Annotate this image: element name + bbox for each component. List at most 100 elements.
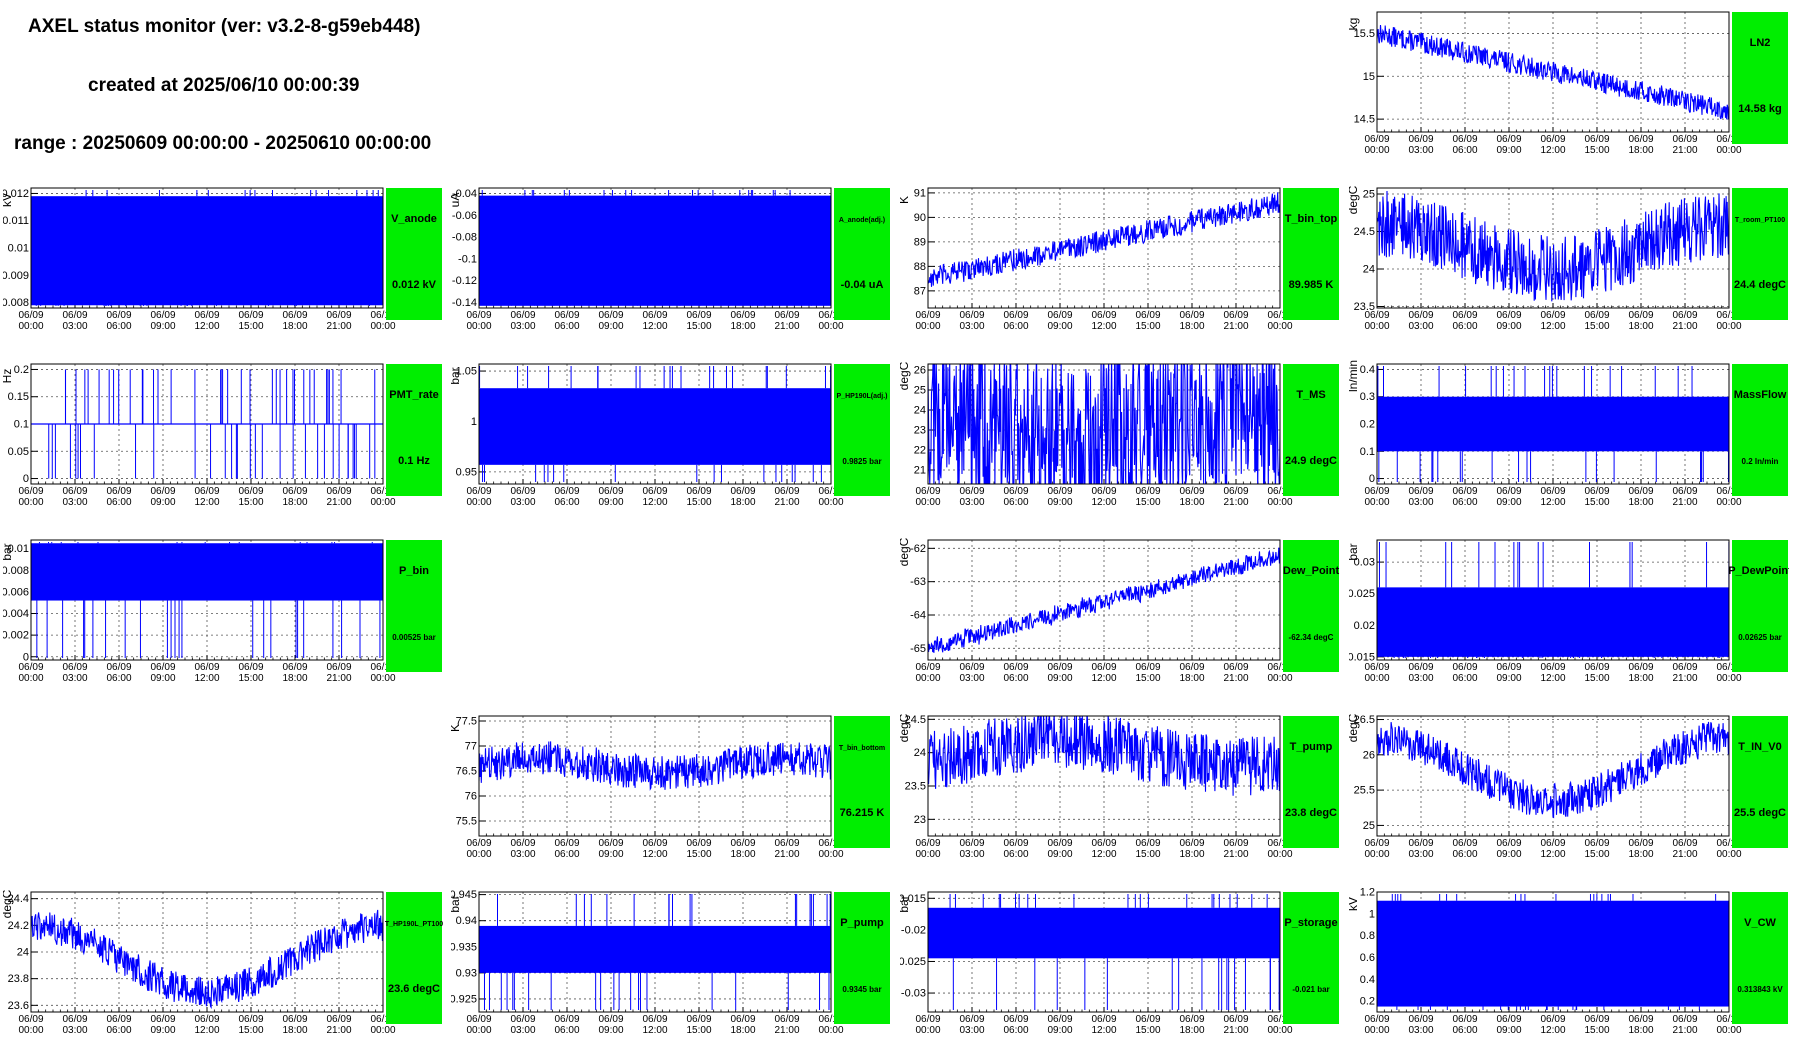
x-tick-label: 12:00 [1540, 497, 1565, 508]
x-tick-label: 15:00 [1584, 497, 1609, 508]
chart-panel: 06/09 00:00 06/09 03:00 06/09 06:00 06/09 09:00… [900, 356, 1340, 522]
x-tick-label: 12:00 [1091, 849, 1116, 860]
x-tick-label: 06/09 [1003, 1014, 1028, 1025]
x-tick-label: 06/09 [730, 838, 755, 849]
y-tick-label: 23 [914, 425, 926, 437]
x-tick-label: 06/09 [554, 486, 579, 497]
x-tick-label: 03:00 [1408, 145, 1433, 156]
chart-svg: 06/0900:0006/0903:0006/0906:0006/0909:00… [1349, 887, 1788, 1036]
chart-svg: 06/0900:0006/0903:0006/0906:0006/0909:00… [3, 363, 442, 508]
x-tick-label: 18:00 [1628, 321, 1653, 332]
y-tick-label: 0.2 [14, 364, 29, 376]
x-tick-label: 06/10 [818, 1014, 843, 1025]
x-tick-label: 06/09 [466, 838, 491, 849]
y-axis-unit: degC [900, 361, 911, 390]
x-tick-label: 21:00 [1223, 673, 1248, 684]
channel-value: 0.2 ln/min [1742, 457, 1779, 466]
y-tick-label: 0.15 [8, 391, 29, 403]
series-fill [31, 196, 383, 306]
series-line [1377, 24, 1729, 120]
y-tick-label: -64 [910, 610, 926, 622]
x-tick-label: 00:00 [370, 497, 395, 508]
x-tick-label: 06/09 [106, 486, 131, 497]
x-tick-label: 03:00 [510, 321, 535, 332]
x-tick-label: 12:00 [1540, 1025, 1565, 1036]
x-tick-label: 06:00 [1452, 673, 1477, 684]
series-fill [479, 925, 831, 973]
x-tick-label: 03:00 [1408, 497, 1433, 508]
chart-panel: 06/09 00:00 06/09 03:00 06/09 06:00 06/09 09:00… [451, 356, 891, 522]
y-tick-label: 0.012 [3, 188, 29, 200]
channel-name: T_room_PT100 [1735, 217, 1785, 224]
x-tick-label: 18:00 [282, 497, 307, 508]
x-tick-label: 06/09 [1452, 486, 1477, 497]
x-tick-label: 00:00 [818, 321, 843, 332]
x-tick-label: 06/09 [1223, 1014, 1248, 1025]
chart-panel: 06/09 00:00 06/09 03:00 06/09 06:00 06/09 09:00… [3, 884, 443, 1050]
x-tick-label: 06/09 [1223, 486, 1248, 497]
x-tick-label: 15:00 [1584, 1025, 1609, 1036]
y-tick-label: 0.8 [1360, 930, 1375, 942]
x-tick-label: 06/09 [1672, 838, 1697, 849]
y-tick-label: 23.8 [8, 973, 29, 985]
plot-frame [1376, 715, 1730, 837]
channel-name: LN2 [1750, 37, 1771, 49]
series-fill [31, 543, 383, 601]
x-tick-label: 06/10 [1716, 486, 1741, 497]
series-line [31, 909, 383, 1010]
channel-name: V_CW [1744, 917, 1776, 929]
y-tick-label: 1.05 [456, 366, 477, 378]
y-tick-label: 0.95 [456, 466, 477, 478]
series-trace [928, 894, 1280, 1010]
label-box [386, 892, 442, 1024]
label-box [386, 540, 442, 672]
series-fill [1377, 396, 1729, 452]
chart-panel: 06/09 00:00 06/09 03:00 06/09 06:00 06/09 09:00… [451, 884, 891, 1050]
x-tick-label: 00:00 [915, 673, 940, 684]
x-tick-label: 03:00 [959, 1025, 984, 1036]
plot-frame [30, 891, 384, 1013]
x-tick-label: 09:00 [1047, 849, 1072, 860]
x-tick-label: 06/09 [598, 310, 623, 321]
x-tick-label: 06/09 [1496, 486, 1521, 497]
x-tick-label: 06/09 [1179, 486, 1204, 497]
x-tick-label: 06/09 [1003, 662, 1028, 673]
plot-frame [30, 363, 384, 485]
x-tick-label: 12:00 [642, 321, 667, 332]
x-tick-label: 00:00 [1716, 673, 1741, 684]
x-tick-label: 00:00 [1267, 673, 1292, 684]
chart-svg: 06/0900:0006/0903:0006/0906:0006/0909:00… [1349, 539, 1789, 684]
chart-svg: 06/0900:0006/0903:0006/0906:0006/0909:00… [900, 187, 1339, 332]
x-tick-label: 00:00 [370, 673, 395, 684]
x-tick-label: 21:00 [1672, 321, 1697, 332]
x-tick-label: 06/09 [282, 1014, 307, 1025]
x-tick-label: 00:00 [1716, 849, 1741, 860]
x-tick-label: 18:00 [1179, 1025, 1204, 1036]
x-tick-label: 06/09 [1628, 310, 1653, 321]
x-tick-label: 00:00 [1364, 321, 1389, 332]
chart-svg: 06/0900:0006/0903:0006/0906:0006/0909:00… [3, 187, 442, 332]
x-tick-label: 15:00 [238, 321, 263, 332]
x-tick-label: 06/10 [818, 486, 843, 497]
x-tick-label: 06/09 [1408, 662, 1433, 673]
x-tick-label: 03:00 [510, 1025, 535, 1036]
y-axis-unit: degC [1349, 713, 1360, 742]
y-tick-label: 24 [914, 405, 926, 417]
channel-name: T_bin_bottom [839, 745, 885, 752]
label-box [1732, 188, 1788, 320]
x-tick-label: 21:00 [1672, 1025, 1697, 1036]
chart-panel: 06/09 00:00 06/09 03:00 06/09 06:00 06/09 09:00… [3, 532, 443, 698]
chart-svg: 06/0900:0006/0903:0006/0906:0006/0909:00… [900, 537, 1339, 684]
y-tick-label: -0.02 [901, 924, 926, 936]
x-tick-label: 09:00 [1047, 673, 1072, 684]
x-tick-label: 06/09 [326, 662, 351, 673]
chart-svg: 06/0900:0006/0903:0006/0906:0006/0909:00… [3, 889, 443, 1036]
y-tick-label: 0.925 [451, 993, 477, 1005]
x-tick-label: 06/10 [370, 310, 395, 321]
series-trace [479, 894, 831, 1010]
x-tick-label: 06/09 [150, 486, 175, 497]
x-tick-label: 12:00 [1540, 321, 1565, 332]
channel-name: P_DewPoint [1728, 565, 1789, 577]
chart-svg: 06/0900:0006/0903:0006/0906:0006/0909:00… [3, 539, 442, 684]
x-tick-label: 12:00 [642, 497, 667, 508]
